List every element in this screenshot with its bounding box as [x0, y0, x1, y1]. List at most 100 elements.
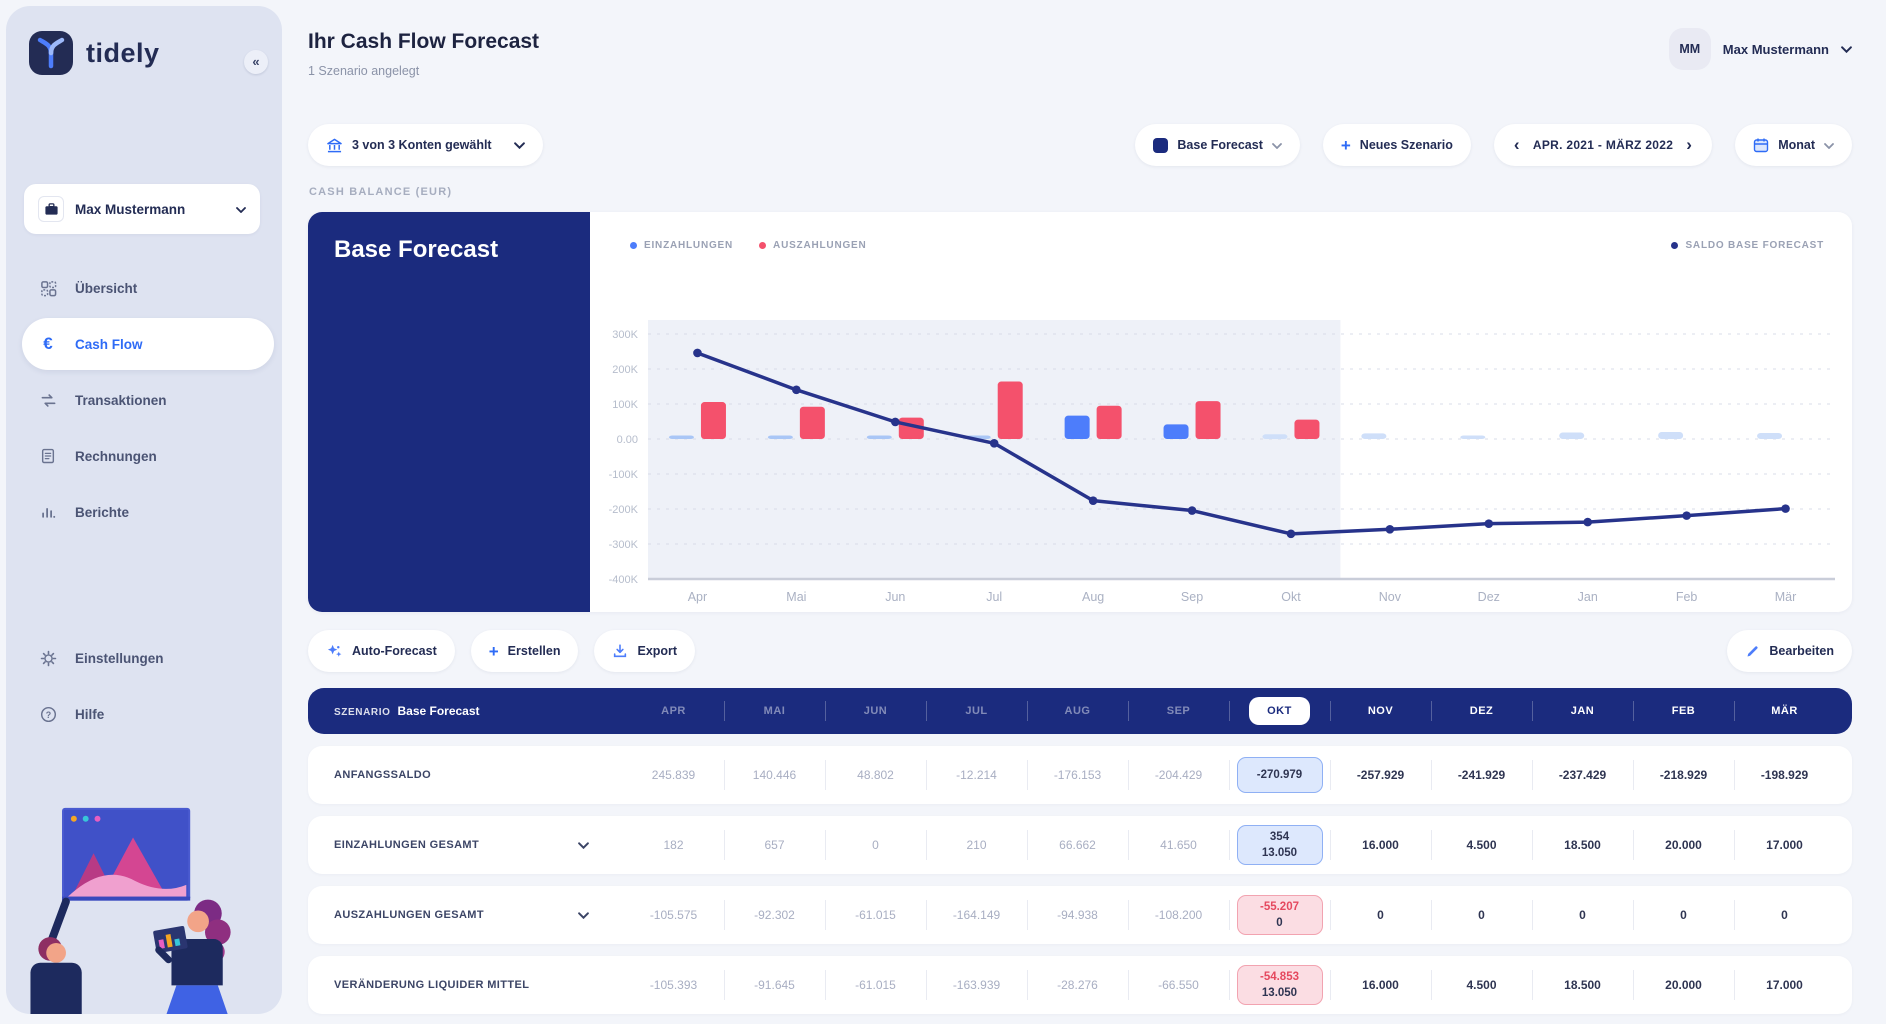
cell-value: 0	[1431, 886, 1532, 944]
sidebar-item-berichte[interactable]: Berichte	[22, 486, 274, 538]
cell-value: -164.149	[926, 886, 1027, 944]
table-month-JUN[interactable]: JUN	[825, 688, 926, 734]
table-month-SEP[interactable]: SEP	[1128, 688, 1229, 734]
chevron-down-icon	[514, 138, 525, 152]
bank-icon	[326, 138, 343, 153]
download-icon	[612, 643, 628, 659]
page-title: Ihr Cash Flow Forecast	[308, 30, 540, 53]
granularity-select[interactable]: Monat	[1735, 124, 1852, 166]
chevron-left-icon[interactable]: ‹	[1513, 135, 1520, 154]
cell-value: -91.645	[724, 956, 825, 1014]
cell-value: 16.000	[1330, 816, 1431, 874]
help-icon: ?	[38, 706, 58, 723]
cell-value: 41.650	[1128, 816, 1229, 874]
date-range-picker: ‹ APR. 2021 - MÄRZ 2022 ›	[1493, 124, 1713, 166]
cell-value: 20.000	[1633, 816, 1734, 874]
plus-icon: +	[1340, 135, 1351, 155]
cell-value: -237.429	[1532, 746, 1633, 804]
chart-legend: EINZAHLUNGEN AUSZAHLUNGEN	[630, 240, 867, 251]
toolbar: 3 von 3 Konten gewählt Base Forecast + N…	[308, 124, 1852, 166]
row-label: EINZAHLUNGEN GESAMT	[308, 839, 623, 851]
page-subtitle: 1 Szenario angelegt	[308, 64, 420, 78]
table-month-FEB[interactable]: FEB	[1633, 688, 1734, 734]
sidebar-collapse-button[interactable]: «	[244, 50, 268, 74]
table-month-APR[interactable]: APR	[661, 705, 686, 717]
cell-value: -92.302	[724, 886, 825, 944]
edit-button[interactable]: Bearbeiten	[1727, 630, 1852, 672]
plus-icon: +	[488, 641, 499, 661]
table-month-JUL[interactable]: JUL	[926, 688, 1027, 734]
accounts-select[interactable]: 3 von 3 Konten gewählt	[308, 124, 543, 166]
sidebar-item-label: Berichte	[75, 504, 130, 520]
cell-value: -12.214	[926, 746, 1027, 804]
cell-value: 0	[825, 816, 926, 874]
cell-value: -257.929	[1330, 746, 1431, 804]
cell-selected-month[interactable]: -55.207 0	[1229, 886, 1330, 944]
svg-text:Jul: Jul	[986, 590, 1002, 604]
cell-value: -66.550	[1128, 956, 1229, 1014]
cell-value: 210	[926, 816, 1027, 874]
svg-text:Mai: Mai	[786, 590, 806, 604]
legend-dot-icon	[759, 242, 767, 249]
new-scenario-button[interactable]: + Neues Szenario	[1322, 124, 1471, 166]
cell-value: -176.153	[1027, 746, 1128, 804]
row-label: ANFANGSSALDO	[334, 769, 432, 781]
scenario-color-swatch	[1153, 137, 1169, 153]
svg-text:Jun: Jun	[885, 590, 905, 604]
chevron-down-icon	[236, 200, 246, 218]
sidebar-item-label: Cash Flow	[75, 336, 143, 352]
user-menu[interactable]: MM Max Mustermann	[1668, 28, 1852, 70]
auto-forecast-button[interactable]: Auto-Forecast	[308, 630, 455, 672]
cell-value: -105.393	[649, 978, 698, 992]
table-rows: ANFANGSSALDO 245.839 140.446 48.802 -12.214-…	[308, 746, 1852, 1014]
table-month-NOV[interactable]: NOV	[1330, 688, 1431, 734]
cell-selected-month[interactable]: -54.853 13.050	[1229, 956, 1330, 1014]
svg-text:Dez: Dez	[1478, 590, 1500, 604]
cell-value: -163.939	[926, 956, 1027, 1014]
workspace-selector[interactable]: Max Mustermann	[24, 184, 260, 234]
svg-text:Aug: Aug	[1082, 590, 1104, 604]
chevron-right-icon[interactable]: ›	[1686, 135, 1693, 154]
table-row: ANFANGSSALDO 245.839 140.446 48.802 -12.214-…	[308, 746, 1852, 804]
table-month-OKT[interactable]: OKT	[1229, 688, 1330, 734]
svg-text:Jan: Jan	[1578, 590, 1598, 604]
sidebar-item-rechnungen[interactable]: Rechnungen	[22, 430, 274, 482]
euro-icon: €	[43, 334, 53, 353]
table-month-MÄR[interactable]: MÄR	[1734, 688, 1835, 734]
table-month-AUG[interactable]: AUG	[1027, 688, 1128, 734]
svg-text:200K: 200K	[612, 364, 638, 376]
table-month-DEZ[interactable]: DEZ	[1431, 688, 1532, 734]
table-month-JAN[interactable]: JAN	[1532, 688, 1633, 734]
cell-selected-month[interactable]: -270.979	[1229, 746, 1330, 804]
legend-item: EINZAHLUNGEN	[630, 240, 733, 251]
svg-text:0.00: 0.00	[617, 434, 638, 446]
cell-value: -61.015	[825, 886, 926, 944]
svg-text:Feb: Feb	[1676, 590, 1698, 604]
expand-chevron-icon[interactable]	[578, 841, 589, 849]
sidebar-item-transaktionen[interactable]: Transaktionen	[22, 374, 274, 426]
sidebar-item-cashflow[interactable]: € Cash Flow	[22, 318, 274, 370]
sidebar-illustration	[18, 802, 250, 1014]
sidebar-item-hilfe[interactable]: ? Hilfe	[22, 688, 274, 740]
sidebar: tidely « Max Mustermann Übersicht € Cash F…	[6, 6, 282, 1014]
export-label: Export	[637, 644, 678, 658]
svg-text:Nov: Nov	[1379, 590, 1402, 604]
report-icon	[38, 504, 58, 520]
cell-value: -61.015	[825, 956, 926, 1014]
table-month-MAI[interactable]: MAI	[724, 688, 825, 734]
cell-value: -108.200	[1128, 886, 1229, 944]
cell-value: 17.000	[1734, 956, 1835, 1014]
expand-chevron-icon[interactable]	[578, 911, 589, 919]
export-button[interactable]: Export	[594, 630, 696, 672]
cell-selected-month[interactable]: 354 13.050	[1229, 816, 1330, 874]
auto-forecast-label: Auto-Forecast	[352, 644, 437, 658]
svg-text:-300K: -300K	[609, 539, 639, 551]
scenario-select[interactable]: Base Forecast	[1135, 124, 1300, 166]
cell-value: -241.929	[1431, 746, 1532, 804]
sidebar-item-einstellungen[interactable]: Einstellungen	[22, 632, 274, 684]
svg-text:-400K: -400K	[609, 574, 639, 586]
selected-month-pill[interactable]: OKT	[1249, 697, 1310, 725]
sidebar-item-uebersicht[interactable]: Übersicht	[22, 262, 274, 314]
create-button[interactable]: + Erstellen	[470, 630, 579, 672]
calendar-icon	[1753, 137, 1769, 153]
